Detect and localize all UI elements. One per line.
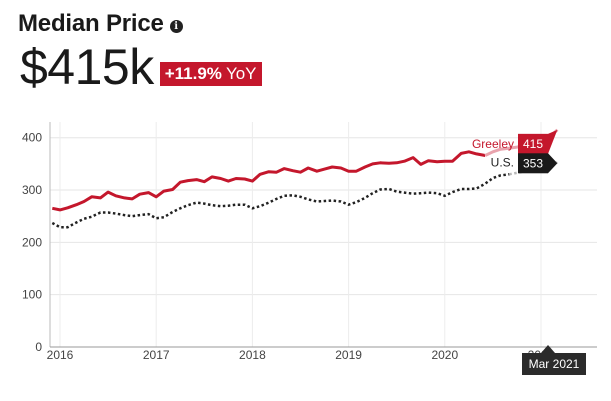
x-tick-label: 2019 <box>335 348 362 362</box>
series-end-value-greeley: 415 <box>523 137 543 151</box>
chart-title: Median Price <box>18 10 164 37</box>
x-tick-label: 2016 <box>47 348 74 362</box>
current-price: $415k <box>20 39 154 95</box>
series-name-greeley: Greeley <box>472 137 514 151</box>
series-value-tag-greeley <box>518 133 548 154</box>
series-tag-pointer-greeley <box>548 129 558 154</box>
yoy-badge: +11.9% YoY <box>159 62 262 86</box>
x-tick-label: 2018 <box>239 348 266 362</box>
x-tick-label: 2020 <box>431 348 458 362</box>
yoy-label: YoY <box>225 64 257 83</box>
yoy-value: +11.9% <box>164 64 222 83</box>
y-tick-label: 100 <box>22 288 42 302</box>
series-line-us <box>51 173 510 229</box>
y-tick-label: 0 <box>35 340 42 354</box>
series-value-tag-us <box>518 153 548 174</box>
info-icon[interactable]: i <box>169 19 183 33</box>
tooltip-box <box>522 353 586 375</box>
series-tag-pointer-us <box>548 153 558 174</box>
series-name-us: U.S. <box>491 155 514 169</box>
y-tick-label: 200 <box>22 235 42 249</box>
y-tick-label: 300 <box>22 183 42 197</box>
tooltip-pointer <box>541 345 555 353</box>
tooltip-date-label: Mar 2021 <box>529 357 580 371</box>
series-line-greeley <box>51 150 486 212</box>
series-end-value-us: 353 <box>523 156 543 170</box>
x-tick-label: 2017 <box>143 348 170 362</box>
y-tick-label: 400 <box>22 131 42 145</box>
